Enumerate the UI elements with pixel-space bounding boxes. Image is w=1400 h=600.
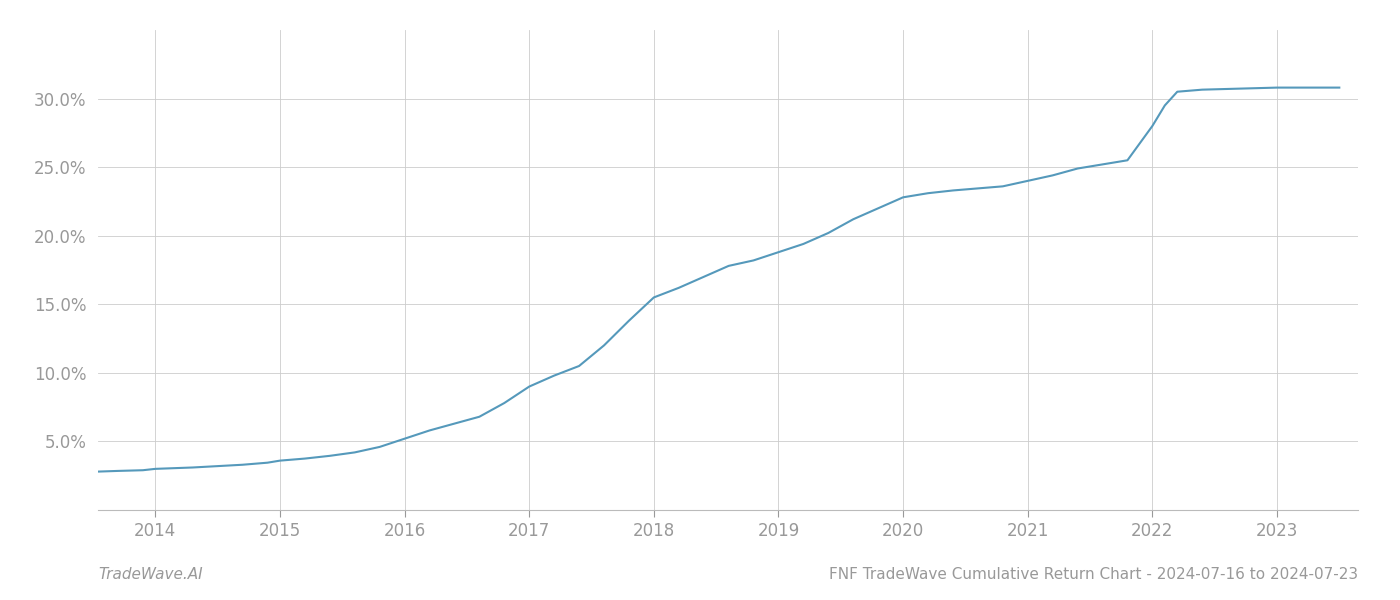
Text: FNF TradeWave Cumulative Return Chart - 2024-07-16 to 2024-07-23: FNF TradeWave Cumulative Return Chart - … — [829, 567, 1358, 582]
Text: TradeWave.AI: TradeWave.AI — [98, 567, 203, 582]
